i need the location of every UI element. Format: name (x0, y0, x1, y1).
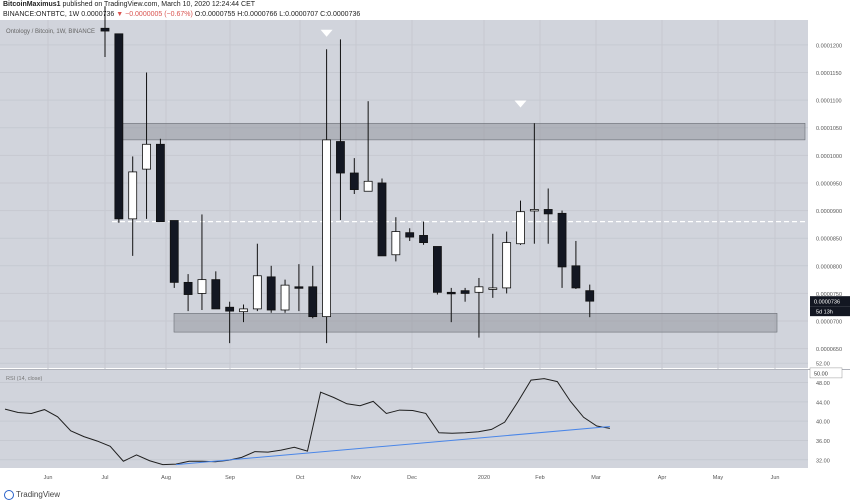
change-value: ▼ −0.0000005 (−0.67%) (116, 11, 193, 18)
y-tick-label: 0.0001050 (816, 126, 842, 132)
down-triangle-marker (514, 100, 527, 108)
candle-down (155, 143, 165, 223)
rsi-current-label-bg (809, 367, 843, 379)
rsi-current-label: 50.00 (814, 371, 828, 377)
x-tick-label: Nov (351, 475, 361, 481)
price-label-bg (810, 296, 850, 307)
candle-down (571, 265, 581, 289)
publish-info: BitcoinMaximus1 published on TradingView… (3, 1, 255, 8)
candle-down (294, 286, 304, 289)
candle-down (446, 291, 456, 295)
tradingview-logo[interactable]: TradingView (4, 490, 60, 500)
candle-down (557, 212, 567, 268)
rsi-tick-label: 32.00 (816, 458, 830, 464)
candle-up (516, 211, 525, 245)
countdown-label-bg (810, 306, 850, 317)
rsi-pane (0, 370, 808, 468)
x-tick-label: Jul (101, 475, 108, 481)
candle-down (336, 141, 345, 174)
price-label: 0.0000736 (814, 300, 840, 306)
ohlc-open: O:0.0000755 (194, 11, 236, 18)
tradingview-logo-icon (4, 490, 14, 500)
footer: TradingView (0, 488, 850, 502)
y-tick-label: 0.0000950 (816, 181, 842, 187)
x-tick-label: Apr (658, 475, 667, 481)
candle-down (419, 235, 428, 244)
y-tick-label: 0.0001150 (816, 71, 842, 77)
tradingview-logo-text: TradingView (16, 490, 61, 500)
y-tick-label: 0.0000850 (816, 237, 842, 243)
candle-up (197, 279, 207, 294)
rsi-tick-label: 52.00 (816, 362, 830, 368)
candle-up (502, 242, 512, 289)
candle-down (183, 281, 193, 295)
y-tick-label: 0.0001200 (816, 43, 842, 49)
candle-up (239, 308, 248, 313)
candle-down (308, 286, 318, 318)
candle-down (349, 172, 359, 190)
y-tick-label: 0.0000800 (816, 264, 842, 270)
candle-down (114, 33, 124, 220)
x-tick-label: Jun (771, 475, 780, 481)
rsi-trendline (175, 425, 610, 466)
x-tick-label: Jun (44, 475, 53, 481)
candle-down (266, 276, 276, 311)
y-tick-label: 0.0000750 (816, 292, 842, 298)
y-tick-label: 0.0000900 (816, 209, 842, 215)
candle-up (488, 287, 498, 290)
candle-up (474, 286, 484, 293)
candle-up (142, 143, 151, 170)
ohlc-low: L:0.0000707 (279, 11, 319, 18)
x-tick-label: Oct (296, 475, 305, 481)
symbol-info: BINANCE:ONTBTC, 1W 0.0000736 ▼ −0.000000… (3, 11, 360, 18)
candle-down (377, 182, 387, 257)
rsi-tick-label: 48.00 (816, 381, 830, 387)
resistance-zone (121, 122, 806, 141)
candle-down (169, 220, 179, 283)
candle-down (432, 246, 442, 293)
x-tick-label: Aug (161, 475, 171, 481)
y-tick-label: 0.0001100 (816, 99, 842, 105)
x-tick-label: Sep (225, 475, 235, 481)
candle-up (391, 231, 401, 256)
candle-down (405, 232, 415, 238)
countdown-label: 5d 13h (816, 310, 833, 316)
y-tick-label: 0.0000650 (816, 347, 842, 353)
candle-down (543, 209, 553, 215)
rsi-tick-label: 36.00 (816, 439, 830, 445)
y-tick-label: 0.0001000 (816, 154, 842, 160)
rsi-line (4, 378, 610, 466)
candle-down (211, 279, 221, 310)
candle-up (529, 209, 539, 212)
candle-up (322, 139, 332, 318)
x-tick-label: 2020 (478, 475, 490, 481)
candle-up (252, 275, 262, 310)
candle-up (280, 284, 290, 311)
candle-down (100, 27, 110, 32)
publish-text: published on TradingView.com, March 10, … (62, 1, 256, 8)
rsi-title: RSI (14, close) (6, 376, 43, 382)
rsi-tick-label: 40.00 (816, 420, 830, 426)
candle-down (585, 290, 595, 302)
candle-down (225, 306, 235, 312)
down-triangle-marker (320, 29, 333, 37)
author-name[interactable]: BitcoinMaximus1 (3, 1, 61, 8)
symbol-line: BINANCE:ONTBTC, 1W (3, 11, 80, 18)
x-tick-label: May (713, 475, 724, 481)
y-tick-label: 0.0000700 (816, 320, 842, 326)
ohlc-close: C:0.0000736 (320, 11, 361, 18)
x-tick-label: Feb (535, 475, 544, 481)
candle-down (460, 290, 470, 294)
x-tick-label: Mar (591, 475, 601, 481)
chart-header: BitcoinMaximus1 published on TradingView… (0, 0, 850, 20)
ohlc-high: H:0.0000766 (237, 11, 278, 18)
candle-up (128, 171, 138, 220)
rsi-tick-label: 44.00 (816, 400, 830, 406)
chart-title: Ontology / Bitcoin, 1W, BINANCE (6, 29, 95, 35)
x-tick-label: Dec (407, 475, 417, 481)
support-zone (173, 313, 778, 333)
last-value: 0.0000736 (81, 11, 115, 18)
candle-up (363, 180, 373, 192)
